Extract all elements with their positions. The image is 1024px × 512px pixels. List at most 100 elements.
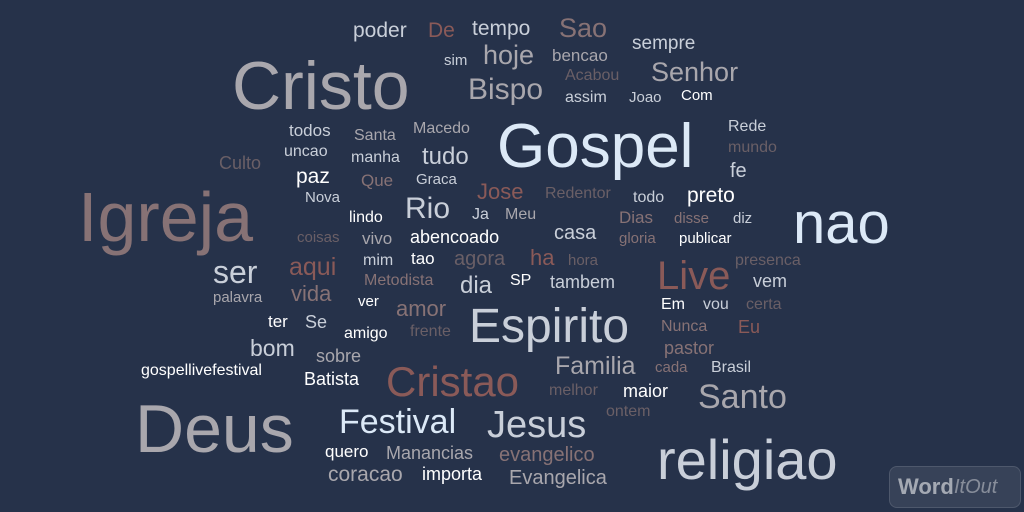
cloud-word: Meu — [505, 206, 537, 223]
cloud-word: Deus — [135, 391, 294, 467]
cloud-word: religiao — [657, 428, 838, 491]
cloud-word: Cristao — [386, 358, 520, 405]
cloud-word: mundo — [728, 139, 777, 156]
wordle-logo: Word ItOut — [889, 466, 1021, 508]
cloud-word: Espirito — [469, 300, 630, 353]
cloud-word: palavra — [213, 289, 263, 306]
cloud-word: hoje — [483, 40, 535, 70]
cloud-word: Macedo — [413, 120, 470, 137]
cloud-word: vou — [703, 296, 729, 313]
cloud-word: coisas — [297, 229, 340, 246]
cloud-word: melhor — [549, 382, 598, 399]
cloud-word: tudo — [422, 143, 469, 170]
cloud-word: agora — [454, 248, 506, 270]
cloud-word: publicar — [679, 230, 732, 247]
cloud-word: Santo — [698, 378, 787, 416]
cloud-word: SP — [510, 272, 532, 289]
cloud-word: Rio — [405, 192, 451, 225]
cloud-word: todos — [289, 121, 331, 140]
cloud-word: tambem — [550, 272, 616, 292]
cloud-word: aqui — [289, 253, 337, 281]
cloud-word: ter — [268, 312, 288, 331]
cloud-word: ver — [358, 293, 379, 310]
cloud-word: bencao — [552, 46, 608, 65]
cloud-word: gospellivefestival — [141, 362, 262, 379]
cloud-word: fe — [730, 160, 747, 182]
cloud-word: Brasil — [711, 359, 752, 376]
cloud-word: vida — [291, 281, 332, 306]
cloud-word: Igreja — [78, 178, 254, 256]
cloud-word: Redentor — [545, 185, 611, 202]
cloud-word: sempre — [632, 33, 696, 54]
cloud-word: tao — [411, 249, 435, 268]
cloud-word: ha — [530, 245, 555, 270]
cloud-word: amor — [396, 296, 447, 321]
cloud-word: Jesus — [487, 404, 587, 446]
cloud-word: Rede — [728, 118, 767, 135]
cloud-word: Acabou — [565, 67, 620, 84]
cloud-word: pastor — [664, 338, 715, 358]
cloud-word: todo — [633, 189, 665, 206]
cloud-word: bom — [250, 335, 295, 361]
cloud-word: mim — [363, 252, 394, 269]
cloud-word: lindo — [349, 209, 383, 226]
cloud-word: dia — [460, 272, 493, 299]
cloud-word: Gospel — [497, 112, 694, 181]
cloud-word: sobre — [316, 346, 362, 366]
cloud-word: nao — [793, 191, 890, 256]
cloud-word: Santa — [354, 127, 396, 144]
cloud-word: poder — [353, 19, 407, 42]
cloud-word: preto — [687, 184, 735, 207]
cloud-word: Senhor — [651, 57, 739, 87]
cloud-word: diz — [733, 210, 753, 227]
cloud-word: Dias — [619, 208, 654, 227]
cloud-word: Sao — [559, 13, 608, 43]
logo-itout-text: ItOut — [954, 476, 998, 498]
cloud-word: Joao — [629, 89, 662, 106]
cloud-word: Cristo — [232, 48, 410, 124]
cloud-word: Graca — [416, 171, 457, 188]
cloud-word: cada — [655, 359, 688, 376]
cloud-word: amigo — [344, 325, 388, 342]
cloud-word: Manancias — [386, 443, 474, 463]
cloud-word: Se — [305, 312, 328, 332]
cloud-word: tempo — [472, 17, 531, 40]
cloud-word: Metodista — [364, 272, 434, 289]
cloud-word: casa — [554, 222, 597, 244]
cloud-word: ontem — [606, 403, 651, 420]
cloud-word: uncao — [284, 143, 328, 160]
cloud-word: Familia — [555, 352, 636, 380]
cloud-word: hora — [568, 252, 599, 269]
cloud-word: Festival — [339, 403, 457, 441]
cloud-word: Evangelica — [509, 467, 607, 489]
cloud-word: ser — [213, 254, 258, 290]
cloud-word: presenca — [735, 252, 801, 269]
cloud-word: Nunca — [661, 318, 708, 335]
cloud-word: assim — [565, 89, 607, 106]
cloud-word: disse — [674, 210, 710, 227]
cloud-word: Batista — [304, 369, 360, 389]
logo-word-text: Word — [898, 474, 954, 499]
cloud-word: evangelico — [499, 444, 595, 466]
cloud-word: Que — [361, 171, 394, 190]
cloud-word: De — [428, 19, 455, 42]
cloud-word: manha — [351, 149, 400, 166]
cloud-word: frente — [410, 323, 451, 340]
cloud-word: Bispo — [468, 73, 544, 106]
cloud-word: Live — [657, 254, 731, 298]
cloud-word: Eu — [738, 317, 761, 337]
cloud-word: Em — [661, 296, 685, 313]
cloud-word: coracao — [328, 463, 403, 486]
cloud-word: Nova — [305, 189, 341, 206]
cloud-word: gloria — [619, 230, 656, 247]
cloud-word: Culto — [219, 153, 262, 173]
cloud-word: certa — [746, 296, 782, 313]
cloud-word: Ja — [472, 206, 489, 223]
cloud-word: quero — [325, 442, 369, 461]
cloud-word: abencoado — [410, 227, 500, 247]
cloud-word: maior — [623, 381, 669, 401]
cloud-word: sim — [444, 52, 468, 69]
cloud-word: paz — [296, 165, 330, 188]
cloud-word: Jose — [477, 179, 524, 204]
